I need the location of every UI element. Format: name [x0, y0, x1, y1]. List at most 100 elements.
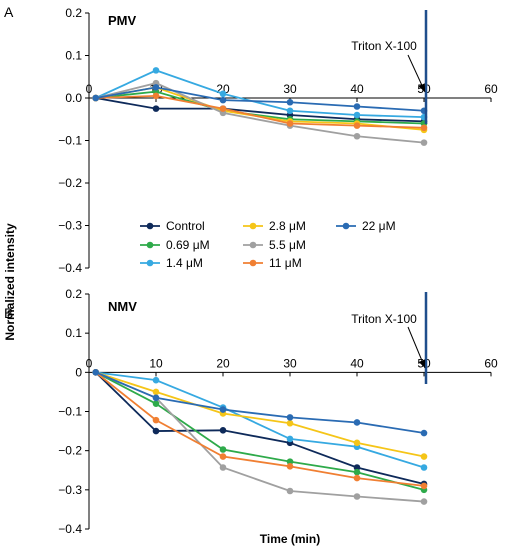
- series-line-1-4-m: [95, 371, 425, 469]
- series-line-11-m: [95, 371, 425, 487]
- panel-a: −0.4−0.3−0.2−0.10.00.10.20102030405060Tr…: [4, 4, 498, 275]
- data-point: [353, 122, 361, 129]
- data-point: [219, 105, 227, 112]
- legend-swatch-marker: [249, 259, 257, 267]
- data-point: [420, 464, 428, 471]
- legend-swatch-marker: [342, 222, 350, 230]
- legend: Control 0.69 μM 1.4 μM 2.8 μM 5.5 μM 11 μM 22 …: [140, 219, 396, 270]
- legend-label: 0.69 μM: [166, 238, 210, 252]
- data-point: [286, 98, 294, 106]
- triton-annotation: Triton X-100: [351, 39, 417, 53]
- data-point: [286, 487, 294, 495]
- x-tick-label: 10: [149, 356, 163, 370]
- series-line-1-4-m: [95, 69, 425, 119]
- series-line-22-m: [95, 371, 425, 434]
- series-line-5-5-m: [95, 82, 425, 144]
- data-point: [286, 120, 294, 127]
- legend-swatch-marker: [249, 222, 257, 230]
- y-tick-label: −0.1: [58, 405, 82, 419]
- data-point: [420, 453, 428, 460]
- data-point: [152, 416, 160, 424]
- data-point: [353, 439, 361, 447]
- annotation-arrow-head: [418, 359, 426, 368]
- data-point: [219, 453, 227, 460]
- y-tick-label: 0.0: [65, 91, 82, 105]
- data-point: [152, 376, 160, 384]
- data-point: [353, 468, 361, 476]
- data-point: [286, 458, 294, 465]
- data-point: [219, 406, 227, 413]
- data-point: [219, 90, 227, 98]
- data-point: [353, 111, 361, 119]
- data-point: [219, 464, 227, 471]
- data-point: [152, 92, 160, 100]
- y-tick-label: −0.2: [58, 176, 82, 190]
- x-tick-label: 0: [86, 82, 93, 96]
- legend-swatch-marker: [146, 259, 154, 267]
- y-tick-label: 0.2: [65, 287, 82, 301]
- x-tick-label: 30: [283, 356, 297, 370]
- legend-swatch-marker: [146, 222, 154, 230]
- data-point: [353, 132, 361, 140]
- data-point: [92, 369, 99, 376]
- x-tick-label: 40: [350, 356, 364, 370]
- x-tick-label: 60: [484, 356, 498, 370]
- legend-swatch-marker: [146, 241, 154, 249]
- data-point: [286, 419, 294, 427]
- y-tick-label: −0.4: [58, 261, 82, 275]
- data-point: [353, 493, 361, 500]
- series-line-11-m: [95, 94, 425, 129]
- y-tick-label: −0.3: [58, 219, 82, 233]
- panel-letter: B: [4, 305, 13, 321]
- panel-title: PMV: [108, 13, 137, 28]
- x-axis-label: Time (min): [260, 532, 320, 546]
- legend-swatch-marker: [249, 241, 257, 249]
- legend-label: Control: [166, 219, 205, 233]
- series-line-control: [95, 97, 425, 123]
- triton-annotation: Triton X-100: [351, 312, 417, 326]
- data-point: [420, 139, 428, 146]
- annotation-arrow-head: [418, 83, 425, 92]
- data-point: [420, 124, 428, 132]
- data-point: [152, 67, 160, 74]
- y-tick-label: 0: [75, 365, 82, 379]
- data-point: [420, 482, 428, 490]
- data-point: [286, 463, 294, 470]
- data-point: [286, 435, 294, 443]
- y-tick-label: 0.1: [65, 326, 82, 340]
- panel-letter: A: [4, 4, 14, 20]
- data-point: [152, 84, 160, 91]
- legend-label: 11 μM: [269, 256, 302, 270]
- data-point: [353, 103, 361, 110]
- data-point: [152, 427, 160, 435]
- data-point: [219, 446, 227, 453]
- data-point: [152, 388, 160, 396]
- x-tick-label: 0: [86, 356, 93, 370]
- legend-label: 1.4 μM: [166, 256, 203, 270]
- y-tick-label: 0.2: [65, 6, 82, 20]
- y-tick-label: −0.3: [58, 483, 82, 497]
- panel-b: −0.4−0.3−0.2−0.100.10.20102030405060Trit…: [4, 287, 498, 536]
- x-tick-label: 30: [283, 82, 297, 96]
- data-point: [420, 498, 428, 505]
- data-point: [152, 105, 160, 112]
- legend-label: 22 μM: [362, 219, 396, 233]
- data-point: [92, 94, 99, 102]
- x-tick-label: 40: [350, 82, 364, 96]
- data-point: [286, 414, 294, 421]
- data-point: [219, 96, 227, 104]
- series-line-22-m: [95, 86, 425, 112]
- y-tick-label: 0.1: [65, 49, 82, 63]
- y-axis-label: Normalized intensity: [3, 223, 17, 341]
- panel-title: NMV: [108, 299, 137, 314]
- series-line-control: [95, 371, 425, 485]
- legend-label: 5.5 μM: [269, 238, 306, 252]
- x-tick-label: 20: [216, 356, 230, 370]
- series-line-2-8-m: [95, 86, 425, 131]
- y-tick-label: −0.4: [58, 522, 82, 536]
- series-line-0-69-m: [95, 371, 425, 491]
- data-point: [286, 107, 294, 115]
- data-point: [152, 394, 160, 402]
- data-point: [353, 419, 361, 426]
